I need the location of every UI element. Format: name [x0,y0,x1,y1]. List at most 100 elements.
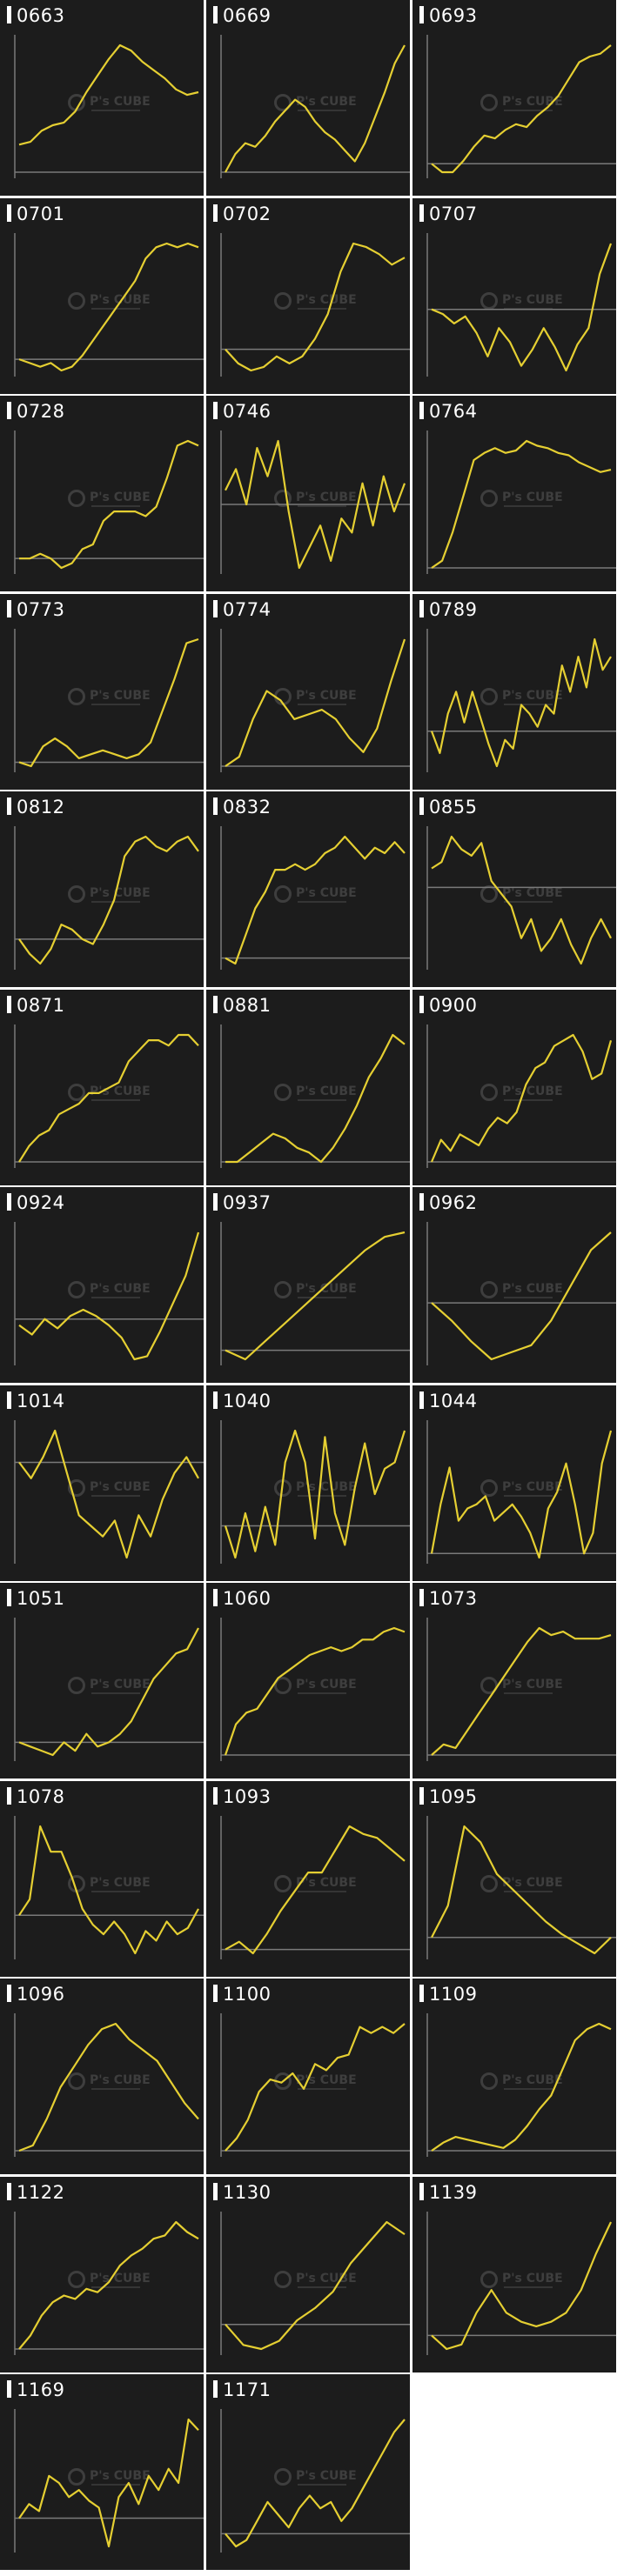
watermark-text: P's CUBE [502,2073,563,2087]
series-line [431,44,612,174]
chart-tile-1122: 1122 P's CUBE [0,2177,204,2372]
watermark-text: P's CUBE [296,1480,357,1494]
chart-title: 1095 [429,1786,478,1807]
watermark: P's CUBE [68,686,151,709]
title-marker [213,402,218,419]
watermark: P's CUBE [274,1082,357,1104]
watermark-underline [91,2286,140,2288]
hexagon-logo-icon [68,490,85,507]
watermark-underline [504,2088,553,2090]
line-chart [220,35,410,178]
series-line [225,2023,406,2152]
line-chart [14,826,204,970]
title-marker [213,600,218,617]
watermark: P's CUBE [274,1873,357,1896]
chart-tile-0881: 0881 P's CUBE [206,990,410,1185]
watermark-text: P's CUBE [502,1480,563,1494]
hexagon-logo-icon [480,2271,498,2288]
watermark-text: P's CUBE [296,491,357,504]
watermark-text: P's CUBE [502,293,563,307]
watermark-underline [91,110,140,111]
chart-title: 1171 [223,2379,272,2400]
line-chart [14,1222,204,1365]
line-chart [220,2013,410,2157]
series-line [225,242,406,372]
watermark-text: P's CUBE [90,2469,151,2483]
title-marker [419,1193,424,1211]
hexagon-logo-icon [274,1084,292,1101]
title-marker [419,402,424,419]
line-chart [426,629,616,772]
series-line [18,1429,199,1559]
title-marker [7,1193,11,1211]
hexagon-logo-icon [480,94,498,111]
watermark-text: P's CUBE [296,2469,357,2483]
hexagon-logo-icon [68,688,85,705]
chart-title: 0962 [429,1192,478,1213]
line-chart [14,2212,204,2355]
title-marker [213,6,218,23]
watermark-text: P's CUBE [90,293,151,307]
chart-title: 1100 [223,1984,272,2005]
chart-tile-0773: 0773 P's CUBE [0,594,204,790]
title-marker [7,2183,11,2200]
chart-title: 1139 [429,2182,478,2203]
watermark: P's CUBE [274,2466,357,2489]
chart-title: 1044 [429,1391,478,1411]
title-marker [213,996,218,1013]
chart-title: 0669 [223,5,272,26]
series-line [431,243,613,372]
watermark: P's CUBE [274,2269,357,2292]
chart-tile-0871: 0871 P's CUBE [0,990,204,1185]
chart-tile-1078: 1078 P's CUBE [0,1781,204,1977]
title-marker [213,1391,218,1409]
watermark-underline [504,704,553,705]
watermark-text: P's CUBE [90,1480,151,1494]
chart-tile-0702: 0702 P's CUBE [206,198,410,394]
chart-title: 0702 [223,204,272,224]
line-chart [220,1618,410,1761]
hexagon-logo-icon [480,1479,498,1497]
hexagon-logo-icon [480,1677,498,1694]
line-chart [220,2212,410,2355]
series-line [18,2418,199,2548]
title-marker [213,2380,218,2398]
watermark-underline [298,2484,346,2486]
watermark-text: P's CUBE [296,1876,357,1890]
watermark-underline [504,1099,553,1101]
watermark-underline [298,1495,346,1497]
series-line [431,2221,612,2351]
watermark-underline [504,1891,553,1892]
watermark-text: P's CUBE [296,95,357,109]
chart-tile-1169: 1169 P's CUBE [0,2374,204,2570]
watermark-underline [504,901,553,903]
title-marker [419,6,424,23]
watermark-underline [504,110,553,111]
watermark-text: P's CUBE [90,1282,151,1296]
watermark: P's CUBE [480,884,563,906]
series-line [430,1033,613,1163]
series-line [225,835,406,965]
series-line [431,2022,612,2152]
line-chart [14,629,204,772]
chart-tile-1095: 1095 P's CUBE [412,1781,616,1977]
chart-title: 0746 [223,401,272,422]
line-chart [220,1222,410,1365]
title-marker [7,204,11,222]
series-line [224,1626,406,1756]
series-line [18,835,199,965]
watermark-text: P's CUBE [502,2272,563,2286]
watermark: P's CUBE [68,1478,151,1500]
watermark: P's CUBE [68,884,151,906]
watermark: P's CUBE [274,1279,357,1302]
line-chart [426,2212,616,2355]
watermark: P's CUBE [480,92,563,115]
watermark-text: P's CUBE [90,689,151,703]
watermark-underline [298,505,346,507]
line-chart [14,2409,204,2553]
series-line [225,2220,406,2351]
title-marker [7,6,11,23]
series-line [431,835,612,965]
series-line [18,2022,199,2152]
series-line [430,1430,613,1559]
